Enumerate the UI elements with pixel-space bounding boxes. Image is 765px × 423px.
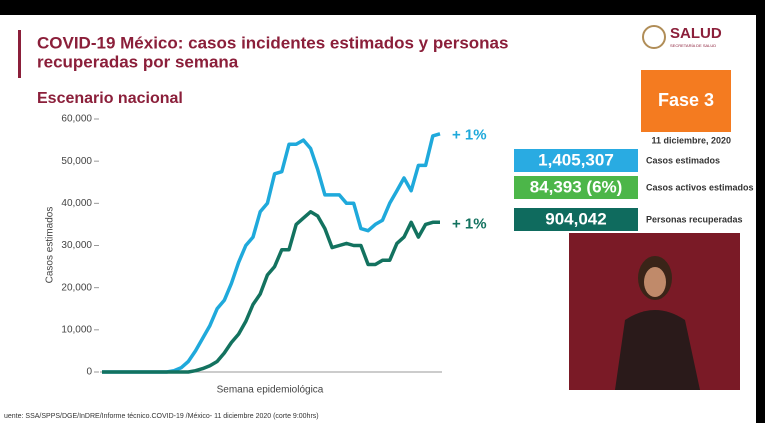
- date: 11 diciembre, 2020: [651, 135, 731, 145]
- title-accent: [18, 30, 21, 78]
- logo-emblem: [642, 25, 666, 49]
- stat-label: Casos estimados: [646, 155, 720, 165]
- series-line: [102, 210, 440, 374]
- stat-box: [514, 176, 638, 199]
- y-tick-label: 40,000: [61, 198, 92, 209]
- interpreter-body: [615, 310, 700, 390]
- y-tick-label: 30,000: [61, 240, 92, 251]
- y-tick-label: 0: [86, 367, 92, 378]
- interpreter-face: [644, 267, 666, 297]
- title-line: COVID-19 México: casos incidentes estima…: [37, 33, 508, 52]
- y-tick-label: 50,000: [61, 156, 92, 167]
- y-tick-label: 20,000: [61, 282, 92, 293]
- stat-label: Personas recuperadas: [646, 214, 743, 224]
- stat-value: 84,393 (6%): [530, 177, 623, 196]
- source: uente: SSA/SPPS/DGE/InDRE/Informe técnic…: [4, 413, 319, 420]
- phase-label: Fase 3: [658, 90, 714, 110]
- stat-label: Casos activos estimados: [646, 182, 754, 192]
- chart-subtitle: Escenario nacional: [37, 90, 183, 107]
- stat-value: 1,405,307: [538, 150, 614, 169]
- logo-text: SALUD: [670, 25, 722, 42]
- phase-box: [641, 70, 731, 132]
- logo-subtext: SECRETARÍA DE SALUD: [670, 43, 716, 48]
- stat-box: [514, 208, 638, 231]
- stat-value: 904,042: [545, 209, 606, 228]
- y-axis-label: Casos estimados: [45, 207, 56, 284]
- y-tick-label: 60,000: [61, 114, 92, 125]
- annotation: + 1%: [452, 127, 487, 144]
- title-line: recuperadas por semana: [37, 52, 239, 71]
- annotation: + 1%: [452, 215, 487, 232]
- y-tick-label: 10,000: [61, 324, 92, 335]
- x-axis-label: Semana epidemiológica: [217, 385, 324, 396]
- stat-box: [514, 149, 638, 172]
